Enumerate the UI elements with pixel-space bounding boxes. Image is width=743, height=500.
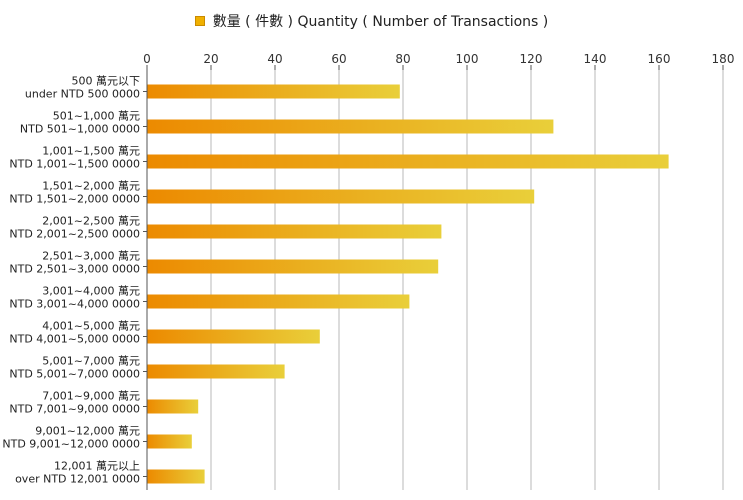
category-label: 7,001~9,000 萬元 NTD 7,001~9,000 0000 [9, 390, 140, 416]
category-label-line: NTD 3,001~4,000 0000 [9, 298, 140, 311]
category-label: 2,001~2,500 萬元 NTD 2,001~2,500 0000 [9, 215, 140, 241]
bar [147, 469, 205, 484]
category-label-line: 2,501~3,000 萬元 [42, 250, 140, 263]
bar [147, 224, 442, 239]
x-tick-label: 180 [712, 52, 735, 66]
category-label-line: 2,001~2,500 萬元 [42, 215, 140, 228]
category-label-line: 501~1,000 萬元 [53, 110, 140, 123]
category-label-line: 7,001~9,000 萬元 [42, 390, 140, 403]
bar [147, 154, 669, 169]
x-tick-label: 120 [520, 52, 543, 66]
legend: 數量 ( 件數 ) Quantity ( Number of Transacti… [0, 11, 743, 31]
category-label: 500 萬元以下 under NTD 500 0000 [25, 75, 140, 101]
category-label-line: NTD 5,001~7,000 0000 [9, 368, 140, 381]
legend-swatch [194, 16, 205, 26]
x-tick-label: 160 [648, 52, 671, 66]
legend-label: 數量 ( 件數 ) Quantity ( Number of Transacti… [212, 14, 549, 30]
bar [147, 119, 554, 134]
category-label-line: 5,001~7,000 萬元 [42, 355, 140, 368]
bars [147, 84, 669, 484]
category-label: 501~1,000 萬元 NTD 501~1,000 0000 [20, 110, 140, 136]
category-label-line: NTD 1,501~2,000 0000 [9, 193, 140, 206]
x-tick-label: 100 [456, 52, 479, 66]
x-tick-label: 20 [203, 52, 218, 66]
bar [147, 84, 400, 99]
category-label-line: NTD 2,001~2,500 0000 [9, 228, 140, 241]
category-label-line: NTD 2,501~3,000 0000 [9, 263, 140, 276]
category-label-line: under NTD 500 0000 [25, 88, 140, 101]
category-label-line: NTD 9,001~12,000 0000 [2, 438, 140, 451]
x-tick-label: 140 [584, 52, 607, 66]
category-label-line: 3,001~4,000 萬元 [42, 285, 140, 298]
bar [147, 399, 199, 414]
category-label-line: NTD 7,001~9,000 0000 [9, 403, 140, 416]
category-label-line: 12,001 萬元以上 [54, 460, 140, 473]
category-label: 3,001~4,000 萬元 NTD 3,001~4,000 0000 [9, 285, 140, 311]
category-label: 1,001~1,500 萬元 NTD 1,001~1,500 0000 [9, 145, 140, 171]
category-label-line: NTD 4,001~5,000 0000 [9, 333, 140, 346]
x-tick-label: 80 [395, 52, 410, 66]
x-tick-label: 60 [331, 52, 346, 66]
category-label-line: over NTD 12,001 0000 [15, 473, 140, 486]
category-label: 1,501~2,000 萬元 NTD 1,501~2,000 0000 [9, 180, 140, 206]
bar [147, 294, 410, 309]
x-axis-ticks: 0 20 40 60 80 100 120 140 160 180 [143, 52, 734, 70]
category-label-line: 1,501~2,000 萬元 [42, 180, 140, 193]
category-label: 5,001~7,000 萬元 NTD 5,001~7,000 0000 [9, 355, 140, 381]
bar [147, 364, 285, 379]
category-label-line: NTD 1,001~1,500 0000 [9, 158, 140, 171]
grid [210, 70, 724, 490]
category-label-line: 1,001~1,500 萬元 [42, 145, 140, 158]
x-tick-label: 40 [267, 52, 282, 66]
x-tick-label: 0 [143, 52, 151, 66]
category-label-line: 9,001~12,000 萬元 [35, 425, 140, 438]
category-label: 12,001 萬元以上 over NTD 12,001 0000 [15, 460, 140, 486]
bar [147, 259, 439, 274]
category-label: 4,001~5,000 萬元 NTD 4,001~5,000 0000 [9, 320, 140, 346]
category-label: 9,001~12,000 萬元 NTD 9,001~12,000 0000 [2, 425, 140, 451]
bar [147, 434, 192, 449]
category-label-line: 500 萬元以下 [72, 75, 141, 88]
category-label-line: NTD 501~1,000 0000 [20, 123, 140, 136]
category-label-line: 4,001~5,000 萬元 [42, 320, 140, 333]
bar [147, 329, 320, 344]
bar [147, 189, 535, 204]
category-label: 2,501~3,000 萬元 NTD 2,501~3,000 0000 [9, 250, 140, 276]
